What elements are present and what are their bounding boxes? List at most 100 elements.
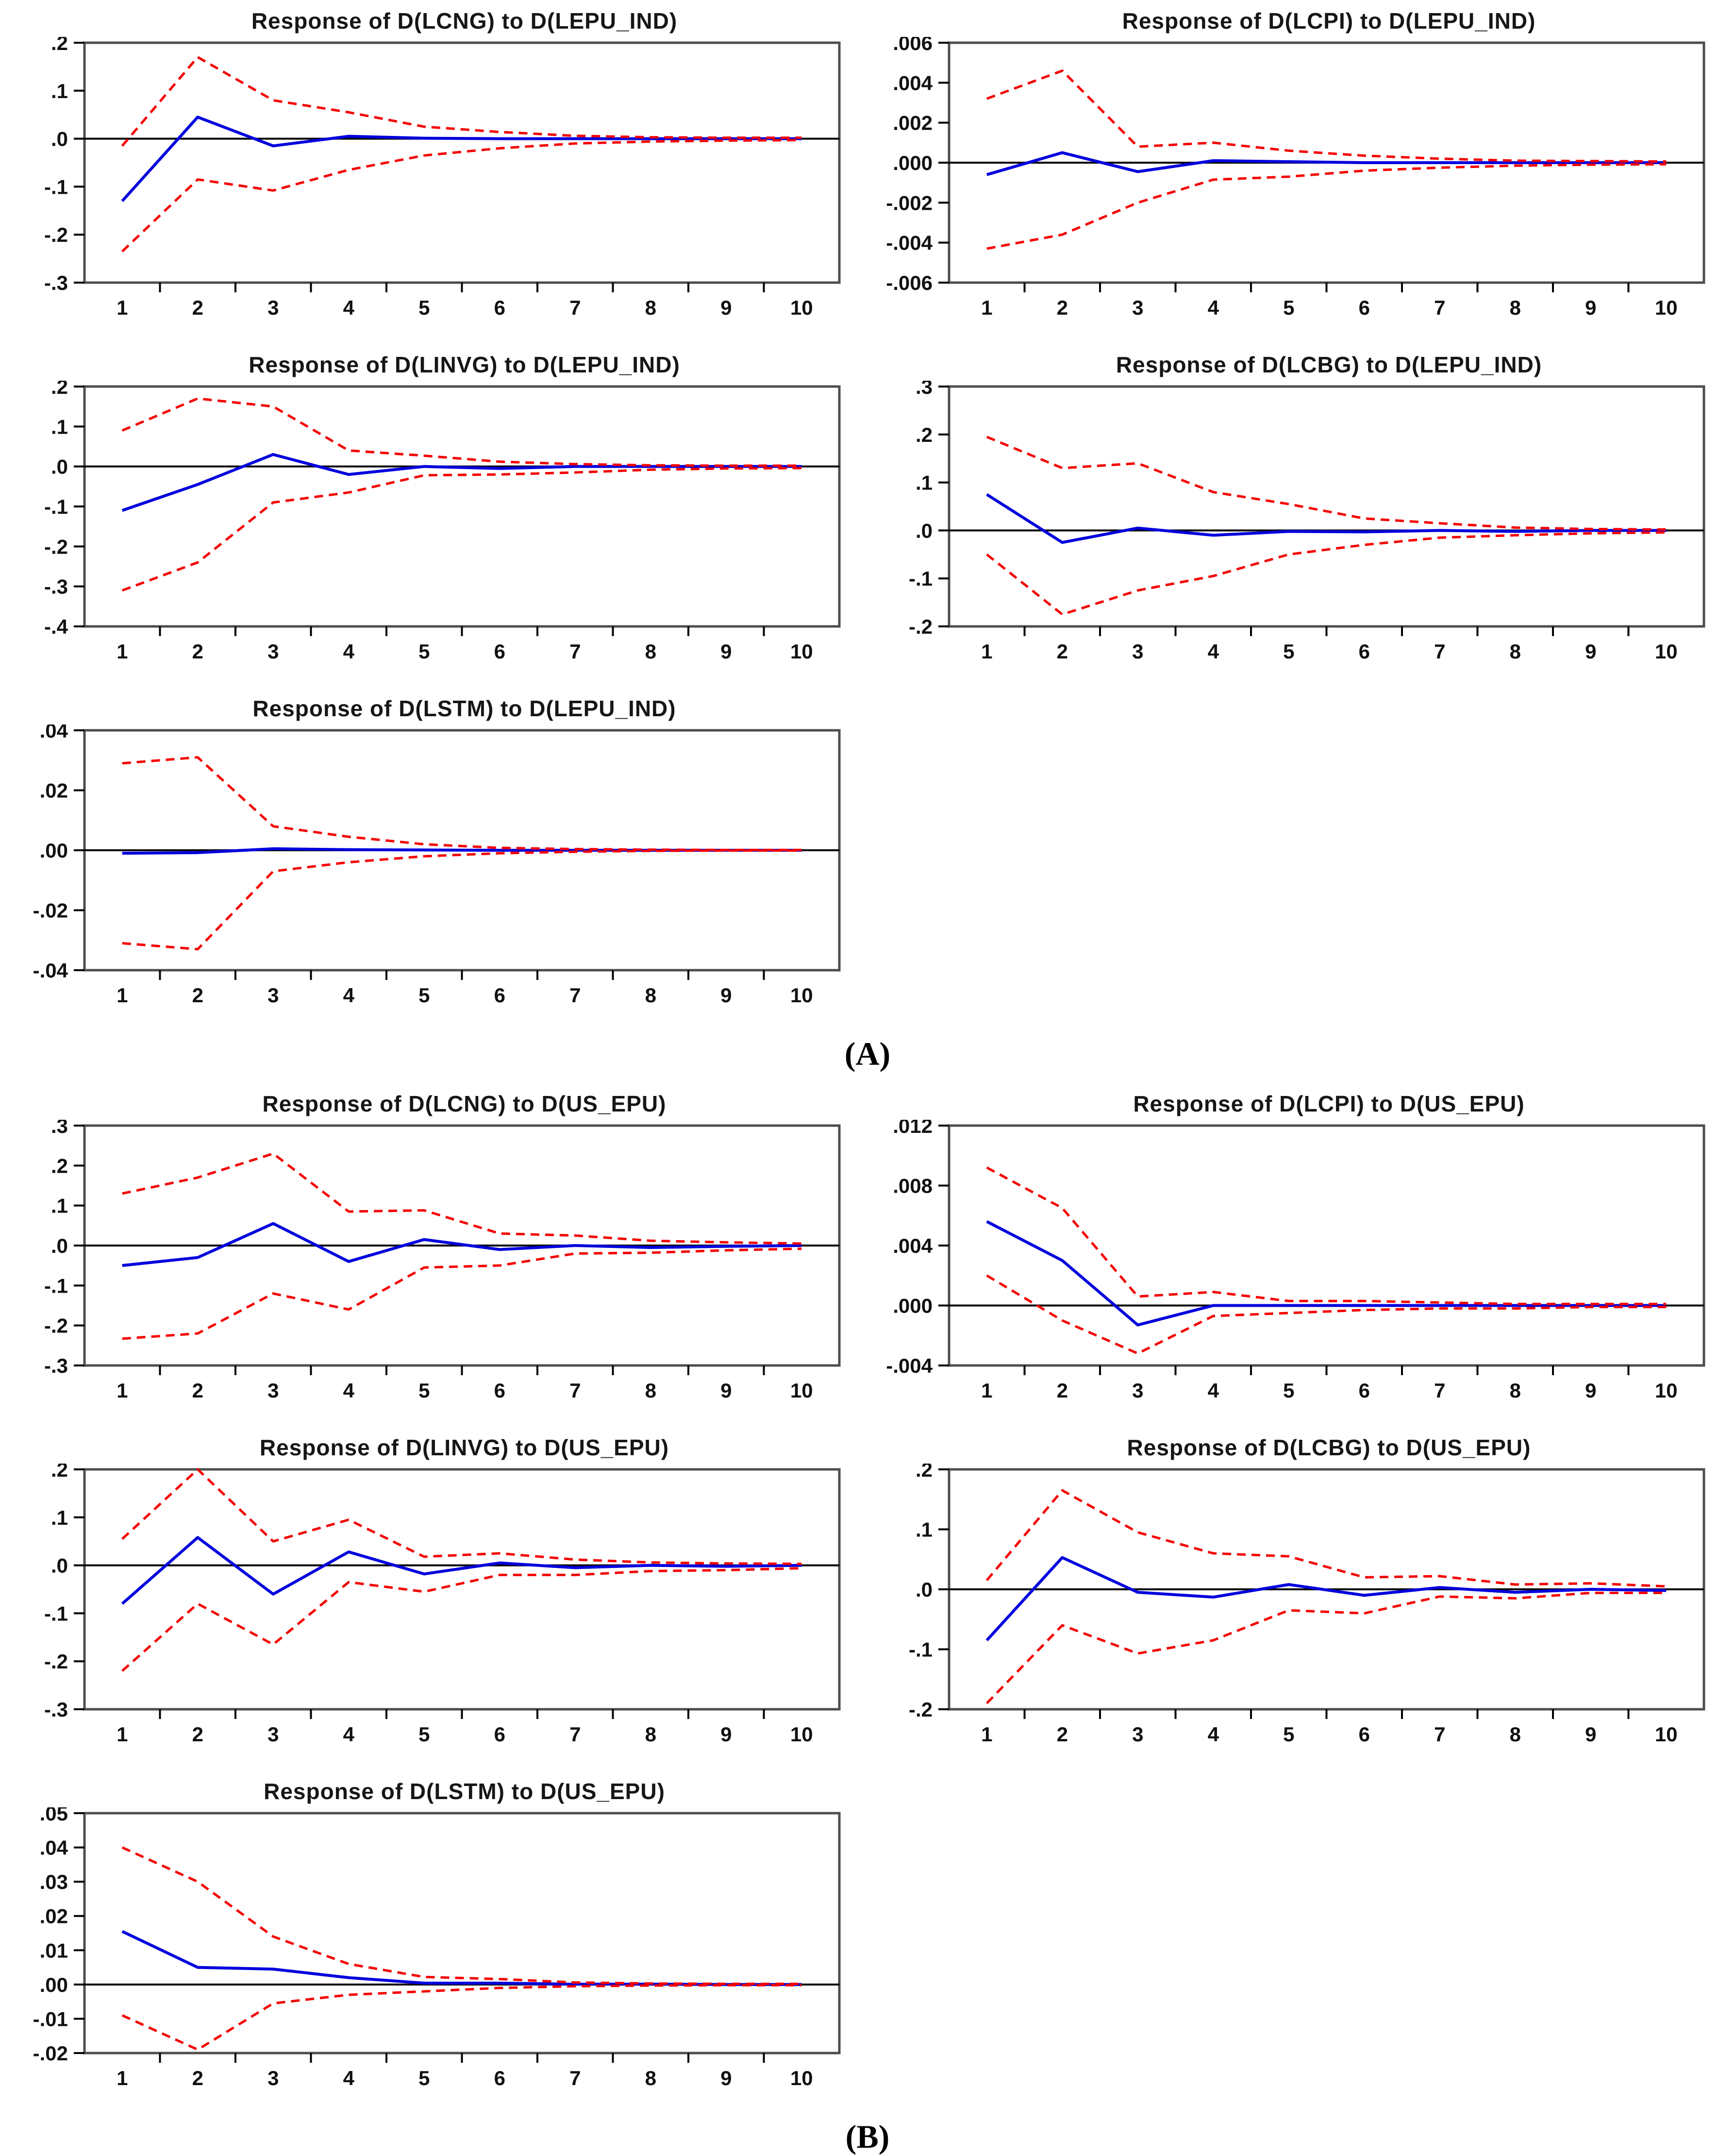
- y-tick-label: .05: [40, 1807, 68, 1825]
- x-tick-label: 9: [720, 296, 732, 319]
- lower-band-line: [986, 163, 1667, 250]
- chart-title: Response of D(LCPI) to D(US_EPU): [1133, 1091, 1525, 1116]
- chart-canvas: .2 .1 .0 -.1 -.2 -.3 -.4 1 2 3 4 5 6 7 8 9 10: [12, 381, 868, 678]
- y-tick-label: .0: [916, 519, 933, 542]
- x-tick-label: 2: [1057, 640, 1068, 663]
- y-tick-label: -.04: [33, 959, 68, 982]
- y-tick-label: -.4: [44, 615, 68, 638]
- y-tick-label: -.002: [886, 191, 933, 214]
- chart-canvas: .2 .1 .0 -.1 -.2 -.3 1 2 3 4 5 6 7 8 9 10: [12, 37, 868, 334]
- irf-chart-linvg-us-epu: Response of D(LINVG) to D(US_EPU) .2 .1 .0…: [3, 1433, 868, 1761]
- x-tick-label: 3: [267, 2067, 279, 2089]
- chart-canvas: .04 .02 .00 -.02 -.04 1 2 3 4 5 6 7 8 9 10: [12, 724, 868, 1022]
- irf-line: [121, 1536, 802, 1605]
- x-tick-label: 5: [418, 2067, 430, 2089]
- y-tick-label: .000: [893, 152, 933, 174]
- y-tick-label: -.2: [44, 223, 68, 246]
- y-tick-label: .006: [893, 37, 933, 54]
- chart-title: Response of D(LSTM) to D(US_EPU): [264, 1779, 665, 1804]
- y-tick-label: .1: [916, 1518, 933, 1541]
- x-tick-label: 8: [1510, 640, 1521, 663]
- x-tick-label: 7: [1434, 1723, 1445, 1746]
- upper-band-line: [121, 1846, 802, 1985]
- x-tick-label: 7: [569, 984, 581, 1007]
- x-tick-label: 8: [645, 1723, 656, 1746]
- x-tick-label: 10: [790, 640, 813, 663]
- chart-canvas: .006 .004 .002 .000 -.002 -.004 -.006 1 2 3 4 5 6 7 8 9…: [876, 37, 1732, 334]
- panel-B-charts: Response of D(LCNG) to D(US_EPU) .3 .2 .1.…: [3, 1090, 1732, 2105]
- y-tick-label: .0: [51, 455, 68, 478]
- chart-canvas: .3 .2 .1 .0 -.1 -.2 -.3 1 2 3 4 5 6 7 8 9 10: [12, 1120, 868, 1417]
- x-tick-label: 3: [1132, 640, 1143, 663]
- x-tick-label: 3: [267, 640, 279, 663]
- y-tick-label: .004: [893, 71, 933, 94]
- x-tick-label: 10: [790, 296, 813, 319]
- y-tick-label: .004: [893, 1234, 933, 1257]
- x-tick-label: 1: [117, 640, 128, 663]
- lower-band-line: [122, 849, 802, 951]
- irf-chart-lcbg-us-epu: Response of D(LCBG) to D(US_EPU) .2 .1 .0 -…: [868, 1433, 1732, 1761]
- y-tick-label: -.2: [909, 1698, 933, 1721]
- chart-canvas: .3 .2 .1 .0 -.1 -.2 1 2 3 4 5 6 7 8 9 10: [876, 381, 1732, 678]
- x-tick-label: 2: [1057, 1379, 1068, 1402]
- irf-line: [986, 1220, 1667, 1327]
- x-tick-label: 4: [1208, 640, 1219, 663]
- x-tick-label: 3: [1132, 296, 1143, 319]
- x-tick-label: 10: [790, 1379, 813, 1402]
- irf-line: [986, 493, 1667, 544]
- y-tick-label: -.1: [44, 175, 68, 198]
- x-tick-label: 2: [192, 640, 203, 663]
- x-tick-label: 2: [1057, 1723, 1068, 1746]
- lower-band-line: [122, 1247, 802, 1340]
- chart-canvas: .05 .04 .03 .02 .01 .00 -.01 -.02 1 2 3 4 5 6 7 8 9 10: [12, 1807, 868, 2105]
- chart-plot: .006 .004 .002 .000 -.002 -.004 -.006 1 2 3 4 5 6 7 8 9…: [886, 37, 1705, 319]
- y-tick-label: .1: [51, 80, 68, 102]
- x-tick-label: 5: [1283, 1723, 1294, 1746]
- plot-box: [83, 1468, 841, 1711]
- irf-chart-lcng-lepu-ind: Response of D(LCNG) to D(LEPU_IND) .2 .1.…: [3, 7, 868, 334]
- y-tick-label: .0: [51, 128, 68, 151]
- x-tick-label: 7: [1434, 640, 1445, 663]
- irf-chart-lcng-us-epu: Response of D(LCNG) to D(US_EPU) .3 .2 .1.…: [3, 1090, 868, 1417]
- x-tick-label: 2: [192, 984, 203, 1007]
- x-tick-label: 2: [192, 1379, 203, 1402]
- x-tick-label: 1: [117, 296, 128, 319]
- y-tick-label: .01: [40, 1939, 68, 1962]
- irf-chart-lstm-lepu-ind: Response of D(LSTM) to D(LEPU_IND) .04.0…: [3, 694, 868, 1022]
- y-tick-label: .0: [916, 1578, 933, 1601]
- plot-box: [83, 1812, 841, 2055]
- lower-band-line: [121, 139, 802, 253]
- x-tick-label: 10: [1655, 1379, 1678, 1402]
- upper-band-line: [121, 397, 802, 467]
- upper-band-line: [121, 1468, 802, 1566]
- lower-band-line: [985, 1591, 1667, 1704]
- y-tick-label: .0: [51, 1234, 68, 1257]
- x-tick-label: 9: [720, 640, 732, 663]
- lower-band-line: [986, 531, 1667, 616]
- chart-title: Response of D(LINVG) to D(LEPU_IND): [249, 352, 680, 377]
- irf-chart-lcbg-lepu-ind: Response of D(LCBG) to D(LEPU_IND) .3 .2.…: [868, 351, 1732, 678]
- chart-canvas: .2 .1 .0 -.1 -.2 -.3 1 2 3 4 5 6 7 8 9 10: [12, 1464, 868, 1761]
- chart-plot: .2 .1 .0 -.1 -.2 -.3 1 2 3 4 5 6 7 8 9 10: [44, 37, 841, 319]
- y-tick-label: -.01: [33, 2007, 68, 2030]
- x-tick-label: 1: [981, 1723, 992, 1746]
- x-tick-label: 5: [1283, 296, 1294, 319]
- y-tick-label: .3: [916, 381, 933, 398]
- x-tick-label: 8: [1510, 1723, 1521, 1746]
- irf-line: [985, 1556, 1667, 1641]
- upper-band-line: [122, 756, 802, 851]
- lower-band-line: [986, 1274, 1667, 1355]
- y-tick-label: -.2: [44, 1314, 68, 1337]
- x-tick-label: 1: [981, 296, 992, 319]
- y-tick-label: .04: [40, 1836, 68, 1859]
- y-tick-label: .1: [51, 415, 68, 438]
- x-tick-label: 7: [1434, 1379, 1445, 1402]
- y-tick-label: -.3: [44, 271, 68, 294]
- y-tick-label: .2: [916, 423, 933, 446]
- y-tick-label: -.1: [44, 1274, 68, 1297]
- lower-band-line: [121, 467, 802, 592]
- irf-line: [121, 116, 802, 202]
- y-tick-label: -.3: [44, 1354, 68, 1377]
- panel-A-charts: Response of D(LCNG) to D(LEPU_IND) .2 .1.…: [3, 7, 1732, 1022]
